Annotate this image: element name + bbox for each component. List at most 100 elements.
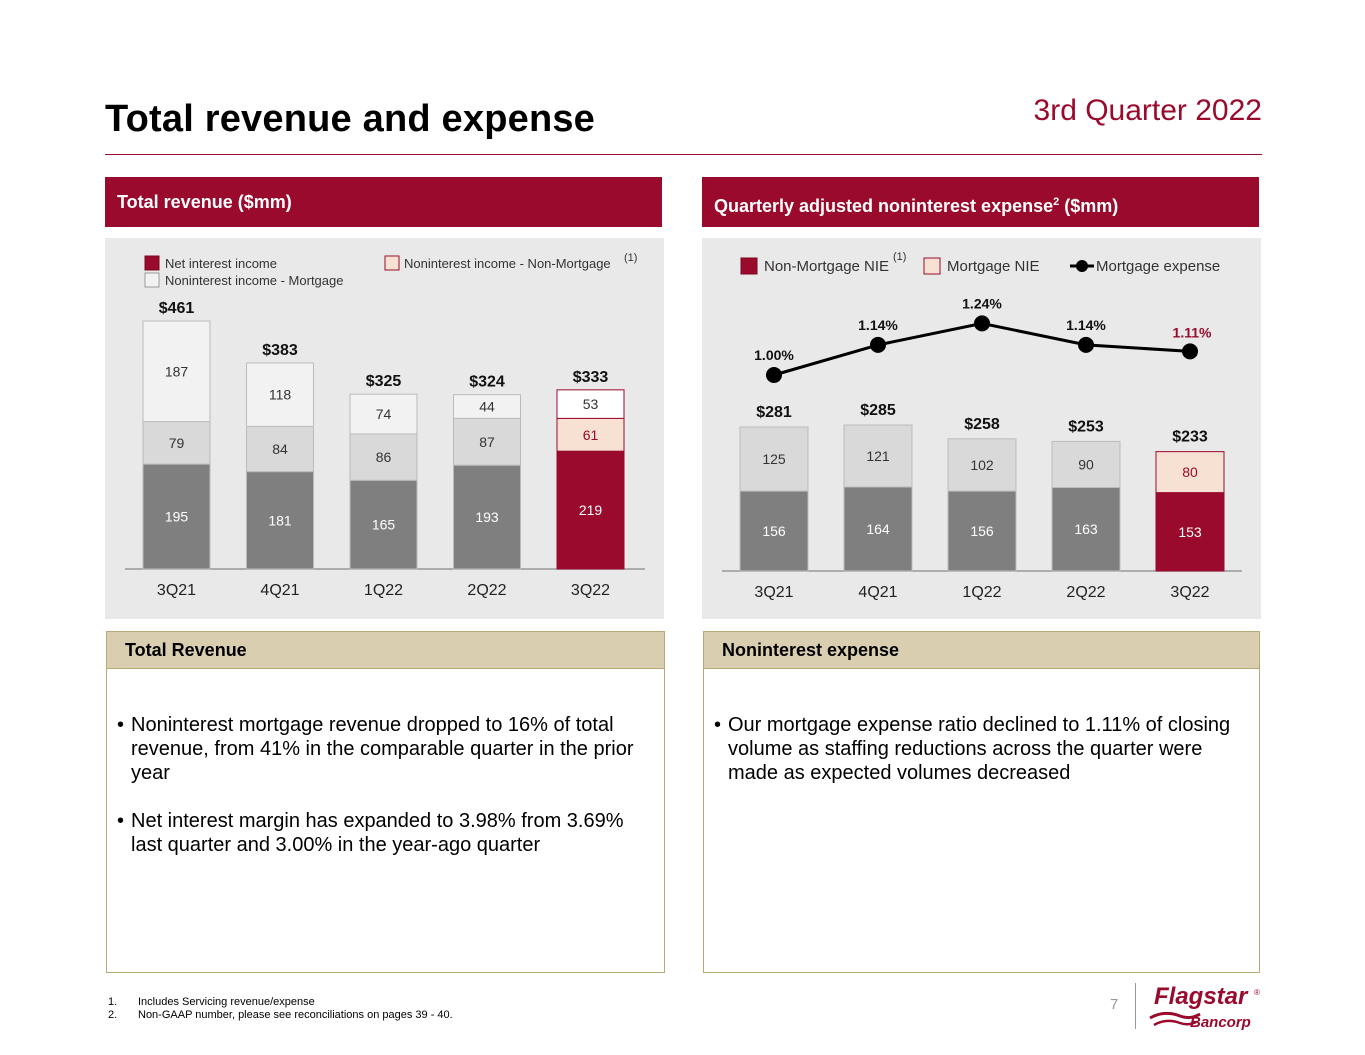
- revenue-chart: Net interest income Noninterest income -…: [125, 252, 645, 599]
- bullet-item: • Net interest margin has expanded to 3.9…: [117, 809, 652, 857]
- logo-bancorp: Bancorp: [1190, 1014, 1251, 1031]
- logo-divider: [1135, 983, 1136, 1029]
- x-tick-label: 2Q22: [467, 582, 506, 599]
- total-revenue-heading-text: Total Revenue: [125, 640, 247, 660]
- legend-swatch-non-mortgage: [384, 255, 400, 271]
- mortgage-expense-label: 1.24%: [962, 295, 1002, 311]
- footnote-text: Includes Servicing revenue/expense: [138, 996, 315, 1008]
- legend-label-net-interest: Net interest income: [165, 256, 277, 271]
- logo-swoosh-icon: [1153, 1019, 1197, 1027]
- x-tick-label: 4Q21: [858, 584, 897, 601]
- bar-segment-non-mortgage: [142, 421, 211, 465]
- legend-label-mortgage-nie: Mortgage NIE: [947, 258, 1040, 275]
- data-label: 187: [165, 363, 189, 379]
- legend-swatch-non-mortgage-nie: [740, 257, 758, 275]
- data-label: 102: [970, 457, 994, 473]
- data-label: 156: [970, 523, 994, 539]
- legend-swatch-net-interest: [144, 255, 160, 271]
- total-label: $233: [1172, 429, 1208, 446]
- data-label: 219: [579, 502, 603, 518]
- total-label: $285: [860, 402, 896, 419]
- revenue-chart-panel: Net interest income Noninterest income -…: [105, 238, 664, 619]
- total-label: $253: [1068, 418, 1104, 435]
- bar-segment-mortgage-nie: [1155, 451, 1225, 494]
- logo-registered-mark: ®: [1254, 988, 1260, 997]
- revenue-banner: Total revenue ($mm): [105, 177, 662, 227]
- mortgage-expense-label: 1.14%: [1066, 317, 1106, 333]
- data-label: 125: [762, 451, 786, 467]
- page-subtitle: 3rd Quarter 2022: [1033, 94, 1262, 127]
- total-label: $325: [366, 373, 402, 390]
- legend-footnote: (1): [624, 252, 637, 264]
- expense-banner-footnote: 2: [1053, 196, 1060, 208]
- expense-banner-text: Quarterly adjusted noninterest expense: [714, 196, 1054, 216]
- mortgage-expense-point: [1078, 336, 1094, 353]
- bar-segment-mortgage-nie: [947, 438, 1017, 492]
- expense-chart-panel: Non-Mortgage NIE (1) Mortgage NIE Mortga…: [702, 238, 1261, 619]
- total-revenue-heading: Total Revenue: [106, 631, 665, 668]
- data-label: 121: [866, 448, 890, 464]
- bar-segment-mortgage: [349, 393, 418, 435]
- mortgage-expense-label: 1.11%: [1173, 324, 1212, 340]
- expense-banner: Quarterly adjusted noninterest expense2 …: [702, 177, 1259, 227]
- bullet-item: • Our mortgage expense ratio declined to …: [714, 713, 1247, 785]
- footnote-number: 2.: [108, 1009, 118, 1021]
- bullet-item: • Noninterest mortgage revenue dropped to…: [117, 713, 652, 785]
- total-label: $281: [756, 404, 792, 421]
- bar-segment-mortgage-nie: [739, 426, 809, 492]
- bar-segment-non-mortgage: [453, 417, 521, 466]
- page-title: Total revenue and expense: [105, 98, 596, 140]
- expense-banner-suffix: ($mm): [1059, 196, 1119, 216]
- noninterest-expense-heading: Noninterest expense: [703, 631, 1260, 668]
- bar-segment-mortgage-nie: [843, 424, 913, 488]
- x-tick-label: 3Q22: [1170, 584, 1209, 601]
- data-label: 156: [762, 523, 786, 539]
- x-tick-label: 3Q21: [754, 584, 793, 601]
- legend-footnote-nie: (1): [893, 251, 906, 263]
- legend-swatch-mortgage: [144, 272, 160, 288]
- data-label: 193: [475, 509, 499, 525]
- bar-segment-net-interest: [349, 479, 418, 570]
- legend-swatch-mortgage-nie: [923, 257, 941, 275]
- expense-chart: Non-Mortgage NIE (1) Mortgage NIE Mortga…: [722, 251, 1242, 601]
- legend-marker-mortgage-expense: [1076, 260, 1088, 272]
- logo-swoosh-icon: [1149, 1011, 1201, 1020]
- data-label: 53: [583, 396, 599, 412]
- data-label: 44: [479, 399, 495, 415]
- bar-segment-mortgage: [453, 394, 521, 419]
- bar-segment-non-mortgage: [246, 425, 314, 473]
- data-label: 61: [583, 427, 599, 443]
- total-label: $333: [573, 369, 609, 386]
- bullet-text: Our mortgage expense ratio declined to 1…: [728, 714, 1231, 784]
- title-divider: [105, 154, 1262, 155]
- mortgage-expense-point: [974, 315, 990, 332]
- data-label: 86: [376, 449, 392, 465]
- data-label: 74: [376, 406, 392, 422]
- x-tick-label: 1Q22: [364, 582, 403, 599]
- data-label: 153: [1178, 524, 1202, 540]
- x-tick-label: 1Q22: [962, 584, 1001, 601]
- bar-segment-net-interest: [453, 464, 521, 570]
- data-label: 163: [1074, 521, 1098, 537]
- mortgage-expense-label: 1.14%: [858, 317, 898, 333]
- bar-segment-non-mortgage: [349, 433, 418, 481]
- bullet-text: Net interest margin has expanded to 3.98…: [131, 810, 624, 856]
- revenue-banner-text: Total revenue ($mm): [117, 192, 292, 212]
- footnote-text: Non-GAAP number, please see reconciliati…: [138, 1009, 453, 1021]
- bar-segment-non-mortgage-nie: [1051, 486, 1121, 572]
- total-label: $324: [469, 374, 505, 391]
- page-number: 7: [1110, 996, 1119, 1013]
- data-label: 79: [169, 435, 185, 451]
- data-label: 165: [372, 517, 396, 533]
- bar-segment-mortgage: [556, 389, 625, 419]
- mortgage-expense-label: 1.00%: [754, 347, 794, 363]
- mortgage-expense-point: [1182, 343, 1198, 360]
- legend-label-non-mortgage-nie: Non-Mortgage NIE: [764, 258, 889, 275]
- data-label: 181: [268, 512, 292, 528]
- bar-segment-non-mortgage-nie: [843, 486, 913, 572]
- x-tick-label: 3Q22: [571, 582, 610, 599]
- x-tick-label: 2Q22: [1066, 584, 1105, 601]
- data-label: 118: [269, 387, 292, 403]
- legend-label-mortgage: Noninterest income - Mortgage: [165, 273, 343, 288]
- bar-segment-net-interest: [556, 450, 625, 570]
